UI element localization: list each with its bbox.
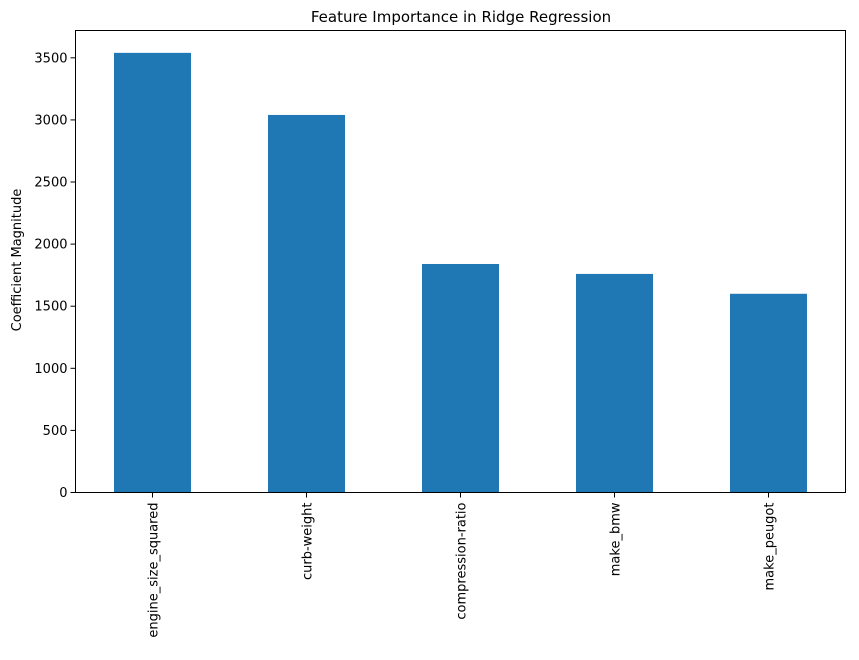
bar-compression-ratio bbox=[422, 263, 499, 493]
y-axis-ticks: 0 500 1000 1500 2000 2500 3000 3500 bbox=[34, 51, 76, 501]
bar-engine_size_squared bbox=[114, 52, 191, 493]
bar-curb-weight bbox=[268, 114, 345, 493]
y-tick-label: 2000 bbox=[34, 238, 67, 253]
y-tick-label: 3000 bbox=[34, 113, 67, 128]
y-tick-label: 1000 bbox=[34, 362, 67, 377]
x-tick-label: make_bmw bbox=[609, 502, 624, 576]
y-tick-label: 500 bbox=[43, 424, 68, 439]
y-tick-label: 3500 bbox=[34, 51, 67, 66]
x-tick-label: curb-weight bbox=[301, 503, 316, 581]
x-tick-label: make_peugot bbox=[763, 503, 778, 591]
x-tick-label: compression-ratio bbox=[455, 502, 470, 619]
y-axis-label: Coefficient Magnitude bbox=[10, 189, 25, 332]
y-tick-label: 2500 bbox=[34, 176, 67, 191]
y-tick-label: 1500 bbox=[34, 300, 67, 315]
y-tick-label: 0 bbox=[59, 486, 67, 501]
x-tick-label: engine_size_squared bbox=[147, 503, 162, 638]
x-axis-ticks: engine_size_squared curb-weight compressio… bbox=[147, 492, 778, 638]
bars-group bbox=[114, 52, 807, 493]
plot-frame bbox=[75, 30, 846, 493]
bar-make_bmw bbox=[576, 273, 653, 493]
chart-title: Feature Importance in Ridge Regression bbox=[311, 8, 611, 26]
bar-make_peugot bbox=[730, 293, 807, 493]
